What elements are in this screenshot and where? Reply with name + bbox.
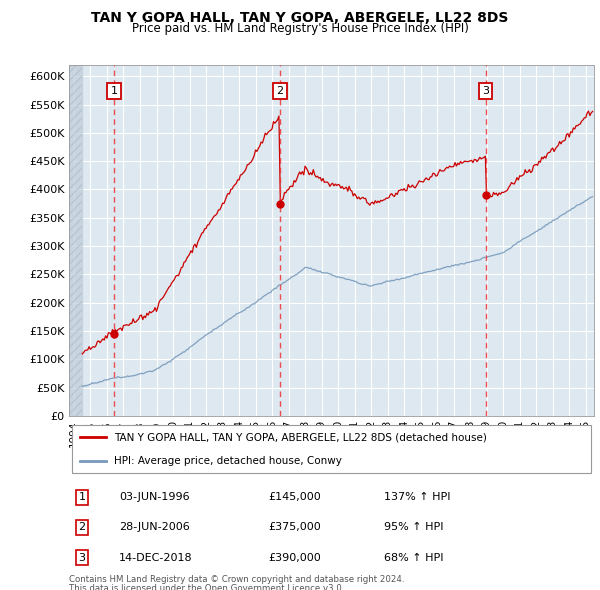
Text: £390,000: £390,000 (269, 553, 321, 563)
Text: 137% ↑ HPI: 137% ↑ HPI (384, 492, 451, 502)
Text: Contains HM Land Registry data © Crown copyright and database right 2024.: Contains HM Land Registry data © Crown c… (69, 575, 404, 584)
Text: 2: 2 (79, 523, 86, 533)
Text: 3: 3 (79, 553, 86, 563)
Text: This data is licensed under the Open Government Licence v3.0.: This data is licensed under the Open Gov… (69, 584, 344, 590)
Text: 14-DEC-2018: 14-DEC-2018 (119, 553, 193, 563)
Text: TAN Y GOPA HALL, TAN Y GOPA, ABERGELE, LL22 8DS: TAN Y GOPA HALL, TAN Y GOPA, ABERGELE, L… (91, 11, 509, 25)
FancyBboxPatch shape (71, 425, 592, 473)
Text: Price paid vs. HM Land Registry's House Price Index (HPI): Price paid vs. HM Land Registry's House … (131, 22, 469, 35)
Text: 1: 1 (110, 86, 118, 96)
Text: 95% ↑ HPI: 95% ↑ HPI (384, 523, 443, 533)
Text: £145,000: £145,000 (269, 492, 321, 502)
Text: TAN Y GOPA HALL, TAN Y GOPA, ABERGELE, LL22 8DS (detached house): TAN Y GOPA HALL, TAN Y GOPA, ABERGELE, L… (113, 432, 487, 442)
Text: £375,000: £375,000 (269, 523, 321, 533)
Text: 1: 1 (79, 492, 86, 502)
Bar (69, 65, 82, 416)
Text: HPI: Average price, detached house, Conwy: HPI: Average price, detached house, Conw… (113, 456, 341, 466)
Text: 3: 3 (482, 86, 490, 96)
Text: 28-JUN-2006: 28-JUN-2006 (119, 523, 190, 533)
Text: 68% ↑ HPI: 68% ↑ HPI (384, 553, 443, 563)
Bar (69, 65, 82, 416)
Text: 2: 2 (277, 86, 284, 96)
Text: 03-JUN-1996: 03-JUN-1996 (119, 492, 190, 502)
